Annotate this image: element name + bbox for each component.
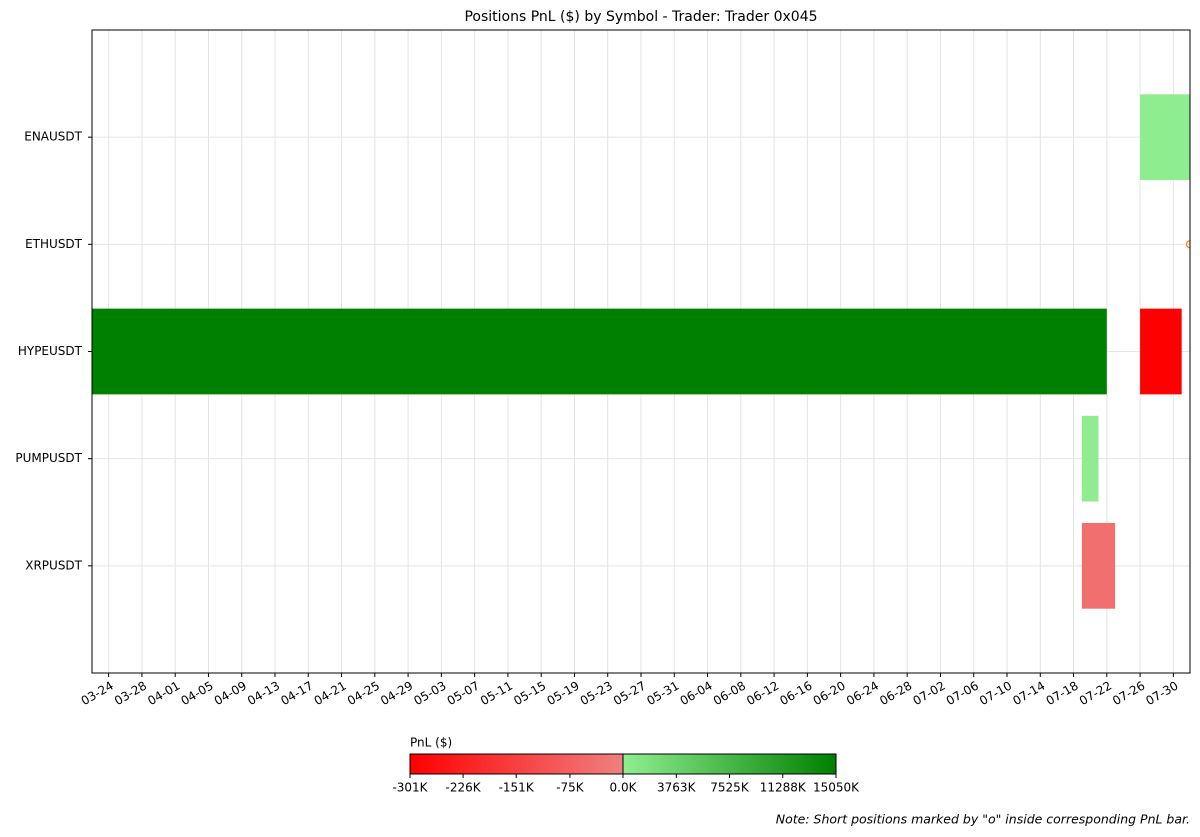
pnl-bar [1140,94,1190,181]
x-tick-label: 05-23 [578,679,615,709]
x-tick-label: 07-30 [1143,679,1180,709]
x-tick-label: 07-14 [1010,679,1047,709]
pnl-bar [1190,201,1198,287]
note: Note: Short positions marked by "o" insi… [776,812,1190,827]
x-tick-label: 05-03 [411,679,448,709]
chart-title: Positions PnL ($) by Symbol - Trader: Tr… [464,9,817,25]
x-tick-label: 04-13 [245,679,282,709]
colorbar-tick-label: 11288K [760,781,807,795]
x-tick-label: 06-12 [744,679,781,709]
colorbar-positive [623,754,836,774]
x-tick-label: 07-22 [1077,679,1114,709]
y-tick-label: XRPUSDT [25,558,82,572]
y-tick-label: ETHUSDT [25,237,83,251]
colorbar-tick-label: -301K [392,781,428,795]
x-tick-label: 04-25 [345,679,382,709]
x-tick-label: 06-04 [678,679,715,709]
x-tick-label: 04-17 [278,679,315,709]
x-tick-label: 04-09 [212,679,249,709]
colorbar-negative [410,754,623,774]
x-tick-label: 05-15 [511,679,548,709]
x-tick-label: 05-27 [611,679,648,709]
x-tick-label: 06-24 [844,679,881,709]
x-tick-label: 07-18 [1044,679,1081,709]
pnl-bar [1081,522,1116,609]
x-tick-label: 06-20 [811,679,848,709]
colorbar-tick-label: 7525K [710,781,750,795]
y-tick-label: PUMPUSDT [15,451,82,465]
bars [92,94,1198,609]
x-tick-label: 04-05 [179,679,216,709]
x-tick-label: 07-02 [911,679,948,709]
x-tick-label: 05-11 [478,679,515,709]
x-tick-label: 06-16 [777,679,814,709]
pnl-bar [92,308,1107,395]
colorbar-tick-label: 15050K [813,781,860,795]
x-tick-label: 04-29 [378,679,415,709]
x-tick-label: 04-21 [312,679,349,709]
colorbar-tick-label: -151K [499,781,535,795]
pnl-bar [1140,308,1182,395]
short-marker [1185,240,1190,249]
x-tick-label: 05-07 [445,679,482,709]
y-tick-label: HYPEUSDT [18,344,83,358]
x-tick-label: 06-08 [711,679,748,709]
colorbar-label: PnL ($) [410,736,452,750]
x-tick-label: 07-06 [944,679,981,709]
x-tick-label: 03-28 [112,679,149,709]
x-tick-label: 04-01 [145,679,182,709]
x-tick-label: 03-24 [79,679,116,709]
x-tick-label: 05-31 [644,679,681,709]
x-tick-label: 07-10 [977,679,1014,709]
x-tick-label: 06-28 [877,679,914,709]
colorbar-tick-label: 0.0K [610,781,638,795]
colorbar-tick-label: -226K [446,781,482,795]
pnl-bar [1081,415,1099,502]
y-tick-label: ENAUSDT [24,130,82,144]
pnl-bar [1190,309,1198,395]
x-tick-label: 07-26 [1110,679,1147,709]
colorbar-tick-label: -75K [556,781,585,795]
x-tick-label: 05-19 [545,679,582,709]
colorbar-tick-label: 3763K [657,781,697,795]
